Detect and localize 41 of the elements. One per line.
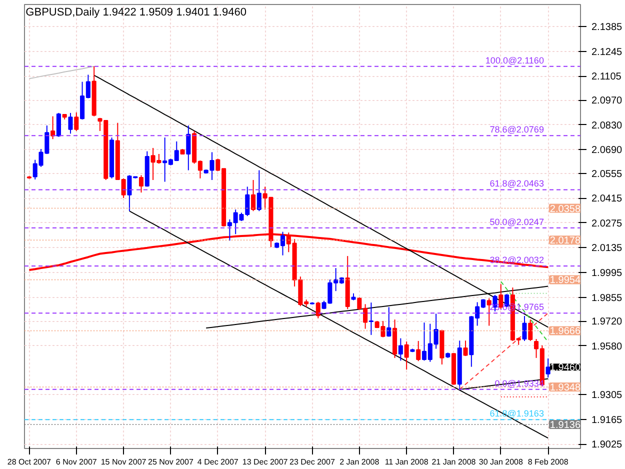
x-tick-label: 11 Jan 2008	[384, 458, 429, 466]
x-tick-label: 13 Dec 2007	[242, 458, 288, 466]
y-tick-label: 1.9025	[592, 440, 623, 451]
y-tick-label: 1.9580	[592, 341, 623, 352]
y-tick-label: 2.0135	[592, 243, 623, 254]
y-tick-label: 1.9995	[592, 268, 623, 279]
y-tick-label: 2.1245	[592, 46, 623, 58]
y-tick-label: 2.1385	[592, 22, 623, 34]
ref-line-label: 1.9136	[550, 420, 581, 431]
x-tick-label: 25 Nov 2007	[148, 458, 194, 466]
y-tick-label: 2.0275	[592, 218, 623, 230]
ref-line-label: 1.9954	[550, 275, 581, 286]
ref-line-label: 78.6@2.0769	[490, 124, 544, 135]
x-tick-label: 21 Jan 2008	[432, 458, 476, 466]
y-tick-label: 1.9305	[592, 390, 623, 402]
y-tick-label: 2.1105	[592, 72, 622, 83]
x-tick-label: 2 Jan 2008	[340, 458, 380, 466]
y-tick-label: 1.9165	[592, 414, 623, 426]
x-tick-label: 30 Jan 2008	[478, 458, 524, 466]
x-tick-label: 8 Feb 2008	[528, 458, 569, 466]
x-tick-label: 6 Nov 2007	[56, 458, 98, 466]
y-tick-label: 1.9855	[592, 292, 623, 304]
y-tick-label: 2.0555	[592, 168, 623, 180]
x-tick-label: 15 Nov 2007	[100, 458, 147, 466]
chart-title: GBPUSD,Daily 1.9422 1.9509 1.9401 1.9460	[26, 6, 246, 18]
y-tick-label: 2.0690	[592, 145, 623, 156]
ref-line-label: 61.8@2.0463	[490, 178, 544, 189]
y-tick-label: 2.0830	[592, 120, 623, 132]
y-tick-label: 1.9720	[592, 316, 623, 328]
ref-line-label: 1.9666	[550, 326, 581, 338]
x-tick-label: 23 Dec 2007	[290, 458, 336, 466]
ref-line-label: 50.0@2.0247	[490, 216, 544, 227]
ref-line-label: 100.0@2.1160	[485, 55, 544, 66]
ref-line-label: 38.2@2.0032	[490, 254, 544, 265]
ref-line-label: 2.0358	[550, 204, 581, 215]
ref-line-label: 2.0178	[550, 236, 581, 247]
x-tick-label: 4 Dec 2007	[197, 458, 239, 466]
y-tick-label: 2.0970	[592, 96, 623, 107]
y-tick-label: 2.0415	[592, 194, 623, 205]
ref-line-label: 1.9348	[550, 382, 581, 394]
x-tick-label: 28 Oct 2007	[7, 458, 52, 466]
